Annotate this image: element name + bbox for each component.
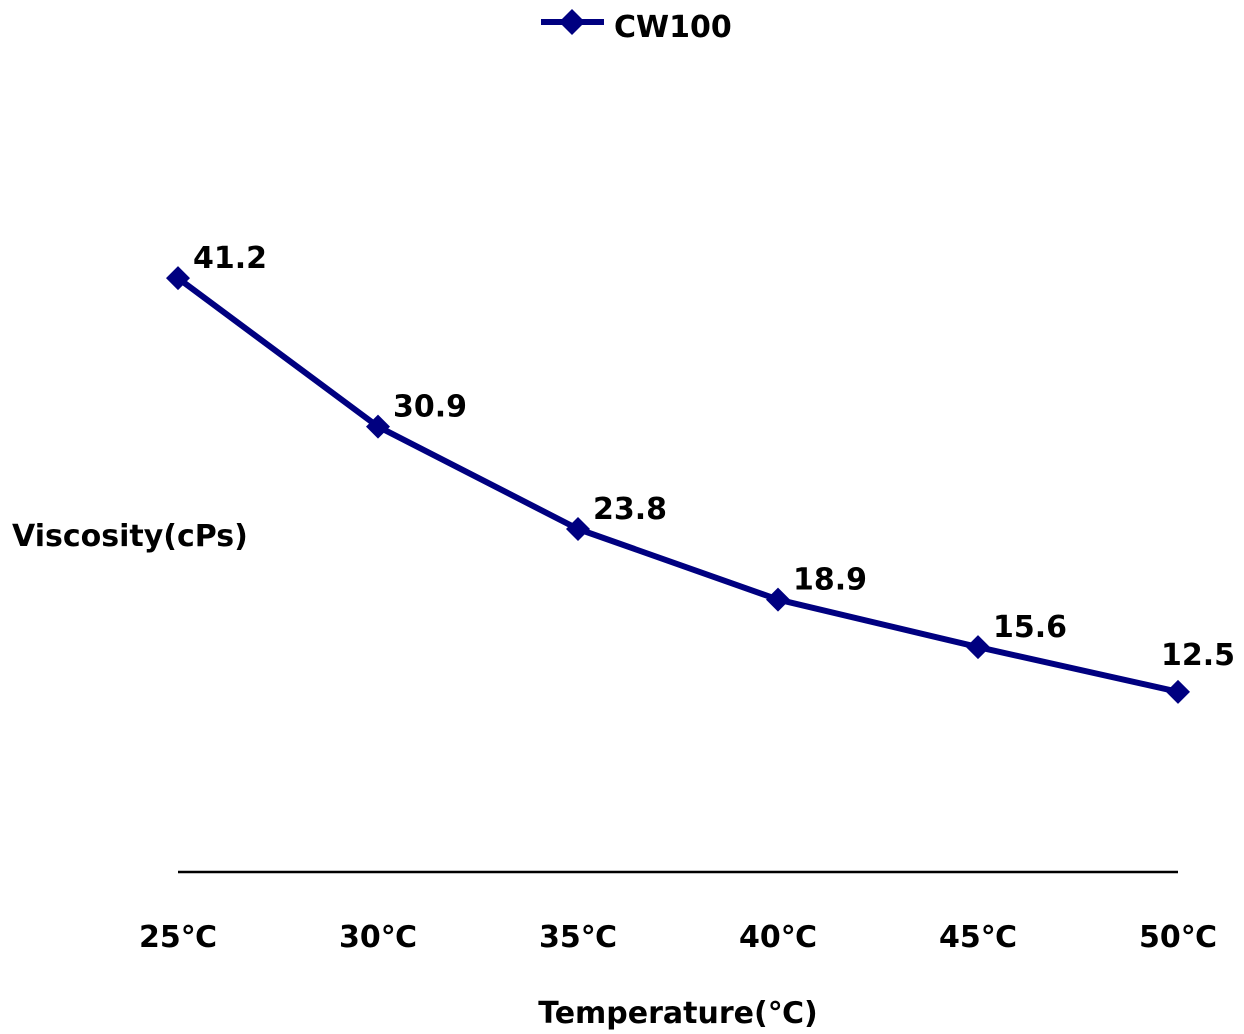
data-label: 30.9: [393, 390, 467, 425]
legend-marker: [559, 9, 585, 35]
x-tick-label: 45℃: [939, 920, 1017, 955]
data-point-marker: [366, 414, 390, 439]
x-tick-label: 30℃: [339, 920, 417, 955]
x-tick-layer: 25℃ 30℃ 35℃ 40℃ 45℃ 50℃: [139, 920, 1217, 955]
data-point-marker: [1166, 679, 1190, 704]
data-label: 15.6: [993, 610, 1067, 645]
x-tick-label: 25℃: [139, 920, 217, 955]
data-label-layer: 41.2 30.9 23.8 18.9 15.6 12.5: [193, 241, 1235, 673]
series-layer: [166, 266, 1190, 704]
y-axis-title: Viscosity(cPs): [12, 519, 248, 554]
x-axis-title: Temperature(℃): [538, 996, 818, 1031]
legend: CW100: [541, 9, 732, 45]
data-label: 18.9: [793, 563, 867, 598]
data-point-marker: [966, 635, 990, 660]
x-tick-label: 50℃: [1139, 920, 1217, 955]
data-point-marker: [166, 266, 190, 291]
x-tick-label: 40℃: [739, 920, 817, 955]
legend-label: CW100: [614, 10, 732, 45]
data-label: 41.2: [193, 241, 267, 276]
x-tick-label: 35℃: [539, 920, 617, 955]
data-point-marker: [566, 516, 590, 541]
series-line-cw100: [176, 275, 1179, 695]
data-label: 12.5: [1161, 638, 1235, 673]
data-point-marker: [766, 587, 790, 612]
data-label: 23.8: [593, 492, 667, 527]
